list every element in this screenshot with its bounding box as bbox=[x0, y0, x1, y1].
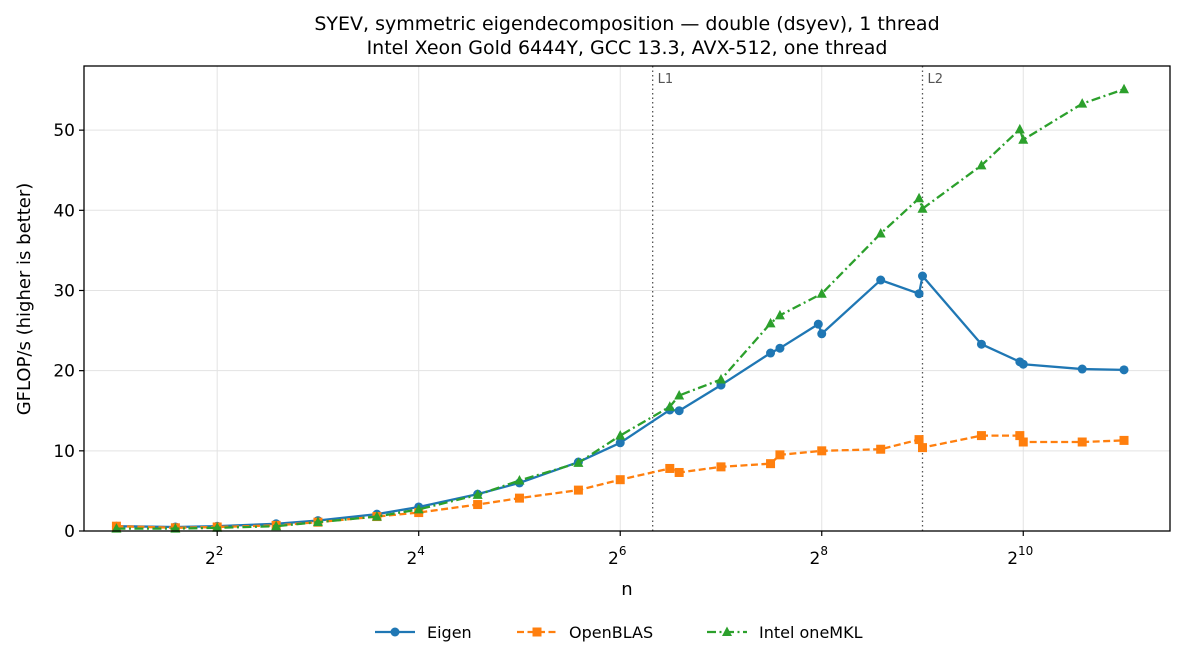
data-point bbox=[1018, 359, 1028, 369]
data-point bbox=[371, 511, 382, 521]
data-point bbox=[876, 275, 886, 285]
cache-lines: L1 L2 bbox=[652, 66, 944, 531]
data-point bbox=[674, 390, 685, 400]
data-point bbox=[271, 520, 282, 531]
legend-marker bbox=[722, 626, 732, 636]
plot-series bbox=[111, 83, 1130, 533]
legend-label: Intel oneMKL bbox=[759, 623, 863, 642]
data-point bbox=[976, 431, 986, 441]
x-tick-exponent: 4 bbox=[417, 544, 425, 558]
legend-marker bbox=[390, 627, 400, 637]
data-point bbox=[1015, 431, 1025, 441]
data-point bbox=[914, 289, 924, 299]
data-point bbox=[665, 463, 675, 473]
data-point bbox=[1018, 134, 1029, 144]
data-point bbox=[775, 343, 785, 353]
data-point bbox=[111, 523, 122, 533]
data-point bbox=[766, 348, 776, 358]
y-tick-label: 40 bbox=[53, 201, 75, 221]
data-point bbox=[914, 192, 925, 203]
x-tick-exponent: 6 bbox=[619, 544, 627, 558]
data-point bbox=[664, 401, 675, 411]
data-point bbox=[514, 474, 525, 485]
y-tick-label: 20 bbox=[53, 362, 75, 382]
data-point bbox=[1077, 437, 1087, 447]
y-axis-ticks: 0 10 20 30 40 50 bbox=[53, 121, 84, 542]
data-point bbox=[615, 430, 626, 440]
data-point bbox=[212, 522, 223, 532]
data-point bbox=[775, 450, 785, 460]
data-point bbox=[674, 406, 684, 416]
data-point bbox=[473, 500, 483, 510]
data-point bbox=[816, 288, 827, 298]
data-point bbox=[813, 319, 823, 329]
x-tick-exponent: 10 bbox=[1018, 544, 1033, 558]
legend-label: Eigen bbox=[427, 623, 472, 642]
data-point bbox=[774, 309, 785, 320]
data-point bbox=[976, 339, 986, 349]
data-point bbox=[876, 444, 886, 454]
data-point bbox=[918, 443, 928, 453]
data-point bbox=[976, 159, 987, 170]
series-line bbox=[116, 274, 1125, 529]
x-tick-exponent: 8 bbox=[820, 544, 828, 558]
data-point bbox=[917, 203, 928, 213]
data-point bbox=[573, 485, 583, 495]
data-point bbox=[615, 475, 625, 485]
data-point bbox=[514, 493, 524, 503]
data-point bbox=[918, 271, 928, 281]
cache-line-label: L2 bbox=[928, 72, 944, 87]
x-axis-label: n bbox=[621, 579, 632, 600]
data-point bbox=[1119, 83, 1130, 94]
data-point bbox=[674, 467, 684, 477]
x-tick-exponent: 2 bbox=[216, 544, 224, 558]
y-tick-label: 30 bbox=[53, 281, 75, 301]
plot-frame bbox=[83, 65, 1171, 532]
data-point bbox=[573, 457, 584, 467]
series-intel-onemkl bbox=[111, 83, 1130, 533]
data-point bbox=[413, 503, 424, 514]
legend-marker bbox=[532, 627, 542, 637]
data-point bbox=[1077, 98, 1088, 108]
data-point bbox=[1119, 365, 1129, 375]
chart-subtitle: Intel Xeon Gold 6444Y, GCC 13.3, AVX-512… bbox=[367, 37, 888, 59]
y-tick-label: 10 bbox=[53, 442, 75, 462]
y-axis-label: GFLOP/s (higher is better) bbox=[14, 183, 35, 416]
data-point bbox=[170, 523, 181, 533]
chart-title: SYEV, symmetric eigendecomposition — dou… bbox=[314, 13, 939, 35]
data-point bbox=[765, 317, 776, 328]
data-point bbox=[716, 462, 726, 472]
y-tick-label: 50 bbox=[53, 121, 75, 141]
data-point bbox=[715, 373, 726, 384]
cache-line-label: L1 bbox=[658, 72, 674, 87]
data-point bbox=[875, 228, 886, 238]
data-point bbox=[1014, 123, 1025, 134]
data-point bbox=[1018, 437, 1028, 447]
data-point bbox=[1077, 364, 1087, 374]
data-point bbox=[914, 435, 924, 445]
legend-label: OpenBLAS bbox=[569, 623, 653, 642]
data-point bbox=[472, 489, 483, 499]
data-point bbox=[1119, 435, 1129, 445]
data-point bbox=[312, 516, 323, 527]
data-point bbox=[817, 329, 827, 339]
y-tick-label: 0 bbox=[64, 522, 75, 542]
data-point bbox=[817, 446, 827, 456]
data-point bbox=[615, 438, 625, 448]
data-point bbox=[766, 459, 776, 469]
legend: Eigen OpenBLAS Intel oneMKL bbox=[375, 623, 863, 642]
